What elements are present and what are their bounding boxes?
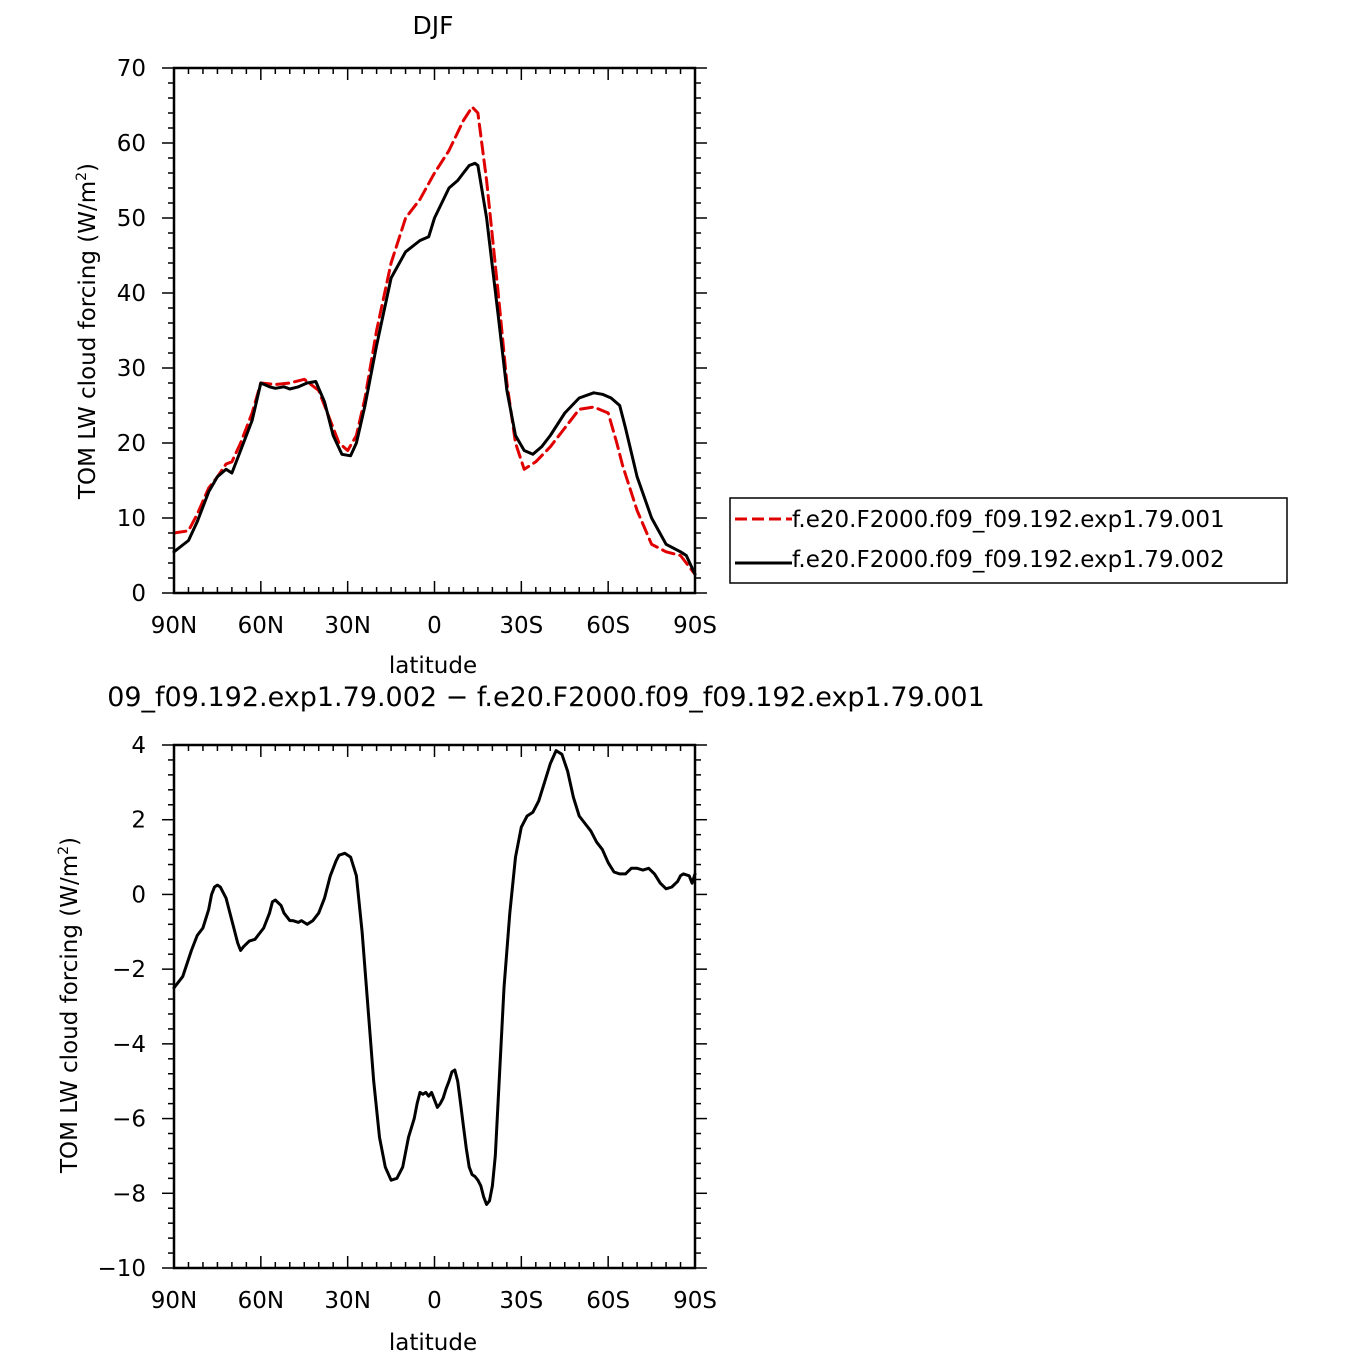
panel-bottom: 09_f09.192.exp1.79.002 − f.e20.F2000.f09… xyxy=(56,682,985,1356)
y-tick-label: 60 xyxy=(117,131,146,157)
tick-group: 90N 60N 30N 0 30S 60S 90S −10 −8 −6 −4 −2 0 2 4 xyxy=(97,733,716,1314)
x-tick-label: 30S xyxy=(499,613,543,639)
x-tick-label: 0 xyxy=(427,613,442,639)
x-tick-label: 90N xyxy=(151,1288,197,1314)
x-tick-label: 90S xyxy=(673,613,717,639)
y-tick-label: 40 xyxy=(117,281,146,307)
y-tick-label: 0 xyxy=(131,581,146,607)
x-tick-label: 60N xyxy=(238,613,284,639)
x-tick-label: 0 xyxy=(427,1288,442,1314)
x-tick-label: 90N xyxy=(151,613,197,639)
x-tick-label: 90S xyxy=(673,1288,717,1314)
legend-label-002: f.e20.F2000.f09_f09.192.exp1.79.002 xyxy=(792,547,1225,573)
y-tick-label: 70 xyxy=(117,56,146,82)
y-tick-label: −8 xyxy=(112,1181,146,1207)
legend: f.e20.F2000.f09_f09.192.exp1.79.001 f.e2… xyxy=(729,497,1288,584)
x-tick-label: 60S xyxy=(586,613,630,639)
chart-title: 09_f09.192.exp1.79.002 − f.e20.F2000.f09… xyxy=(107,682,985,713)
series-line-1 xyxy=(172,749,697,1206)
plot-frame xyxy=(172,743,697,1270)
y-tick-label: −4 xyxy=(112,1032,146,1058)
y-tick-label: 2 xyxy=(131,808,146,834)
series-group xyxy=(172,105,697,576)
x-tick-label: 60S xyxy=(586,1288,630,1314)
y-tick-label: −10 xyxy=(97,1256,146,1282)
y-tick-label: 4 xyxy=(131,733,146,759)
y-axis-label-end: ) xyxy=(75,163,101,172)
y-axis-label-end: ) xyxy=(57,837,83,846)
tick-group: 90N 60N 30N 0 30S 60S 90S 0 10 20 30 40 50 60 70 xyxy=(117,56,717,639)
y-axis-label-main: TOM LW cloud forcing (W/m xyxy=(75,181,101,500)
y-tick-label: 30 xyxy=(117,356,146,382)
chart-title: DJF xyxy=(412,11,453,40)
x-tick-label: 60N xyxy=(238,1288,284,1314)
y-axis-label: TOM LW cloud forcing (W/m2) xyxy=(56,837,83,1174)
series-line-2 xyxy=(172,161,697,576)
y-axis-label-main: TOM LW cloud forcing (W/m xyxy=(57,855,83,1174)
y-axis-label-sup: 2 xyxy=(56,846,72,855)
series-line-1 xyxy=(172,105,697,576)
x-tick-label: 30N xyxy=(324,1288,370,1314)
x-axis-label: latitude xyxy=(389,653,477,679)
legend-box xyxy=(729,497,1288,584)
y-tick-label: −6 xyxy=(112,1107,146,1133)
x-tick-label: 30N xyxy=(324,613,370,639)
y-axis-label-sup: 2 xyxy=(74,172,90,181)
y-tick-label: 20 xyxy=(117,431,146,457)
x-tick-label: 30S xyxy=(499,1288,543,1314)
y-tick-label: 50 xyxy=(117,206,146,232)
y-tick-label: 10 xyxy=(117,506,146,532)
panel-top: DJF 90N 60N 30N 0 30S 60S 90S 0 10 20 30 40 50 60 70 l… xyxy=(74,11,1288,679)
series-group xyxy=(172,749,697,1206)
x-axis-label: latitude xyxy=(389,1330,477,1356)
y-tick-label: 0 xyxy=(131,882,146,908)
legend-label-001: f.e20.F2000.f09_f09.192.exp1.79.001 xyxy=(792,507,1225,533)
y-axis-label: TOM LW cloud forcing (W/m2) xyxy=(74,163,101,500)
plot-frame xyxy=(172,66,697,595)
y-tick-label: −2 xyxy=(112,957,146,983)
